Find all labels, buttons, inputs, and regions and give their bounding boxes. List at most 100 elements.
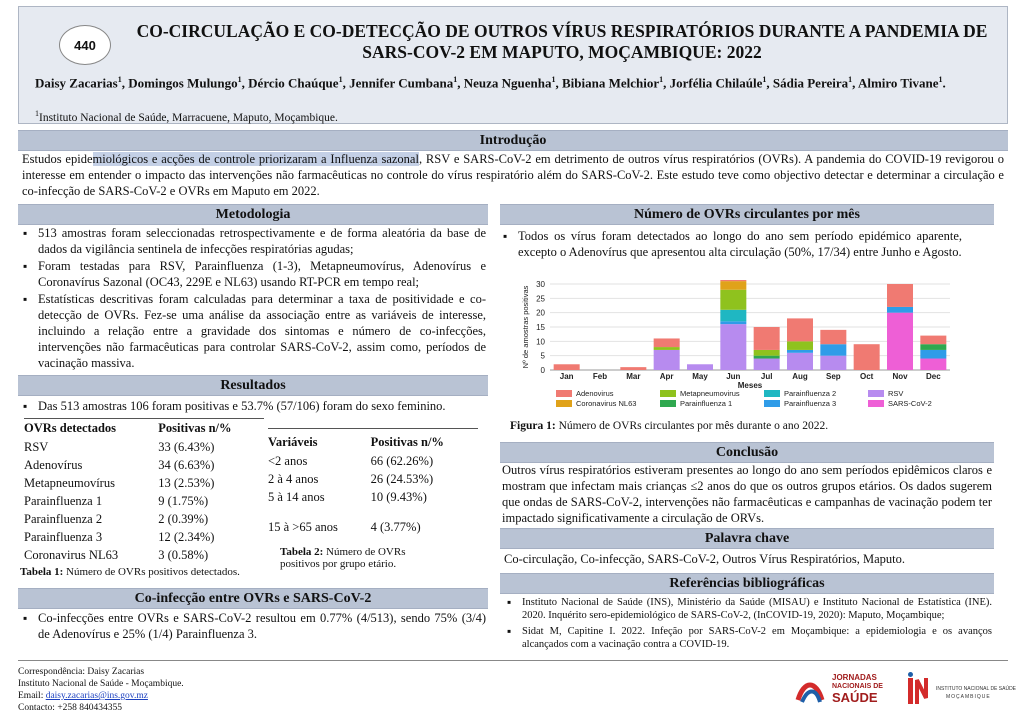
metodologia-heading: Metodologia: [18, 204, 488, 225]
ins-name: INSTITUTO NACIONAL DE SAÚDE: [936, 686, 1017, 692]
table-row: <2 anos 66 (62.26%): [268, 452, 478, 470]
ins-logo: INSTITUTO NACIONAL DE SAÚDE MOÇAMBIQUE: [906, 672, 1016, 712]
x-axis-label: Meses: [738, 381, 763, 390]
table1-body: RSV 33 (6.43%) Adenovírus 34 (6.63%) Metapne…: [24, 438, 264, 564]
author-affil-sup: 1: [453, 75, 458, 84]
author-affil-sup: 1: [237, 75, 242, 84]
x-tick-label: Apr: [660, 372, 674, 381]
author-name: Neuza Nguenha: [463, 75, 552, 91]
y-tick-label: 0: [541, 366, 546, 375]
footer-email-label: Email:: [18, 691, 46, 701]
legend-swatch: [556, 400, 572, 407]
bar-segment: [720, 309, 747, 322]
ins-mark-icon: [908, 672, 928, 704]
x-tick-label: Jul: [761, 372, 773, 381]
table1-caption-label: Tabela 1:: [20, 566, 64, 578]
table-cell-value: 13 (2.53%): [158, 475, 215, 490]
table2-caption-label: Tabela 2:: [280, 546, 324, 558]
footer-contact-number: Contacto: +258 840434355: [18, 703, 123, 713]
legend-label: Parainfluenza 3: [784, 399, 836, 408]
author-name: Daisy Zacarias: [35, 75, 118, 91]
legend-label: Metapneumovirus: [680, 389, 740, 398]
table1-header-positivas: Positivas n/%: [158, 421, 232, 435]
bar-segment: [653, 349, 680, 370]
author-name: Almiro Tivane: [857, 75, 939, 91]
x-tick-label: Feb: [593, 372, 607, 381]
bar-segment: [653, 338, 680, 348]
coinfeccao-text: Co-infecções entre OVRs e SARS-CoV-2 res…: [20, 610, 486, 642]
table2-caption: Tabela 2: Número de OVRs positivos por g…: [280, 546, 430, 570]
bar-segment: [887, 284, 913, 307]
y-tick-label: 5: [541, 352, 546, 361]
bar-segment: [753, 349, 780, 356]
y-tick-label: 15: [536, 323, 545, 332]
x-tick-label: Aug: [792, 372, 808, 381]
bar-segment: [753, 327, 780, 350]
bar-segment: [787, 349, 813, 353]
table-cell-value: 10 (9.43%): [370, 489, 427, 504]
bar-segment: [853, 344, 880, 370]
legend-swatch: [868, 390, 884, 397]
table-row: Adenovírus 34 (6.63%): [24, 456, 264, 474]
figure1-caption-label: Figura 1:: [510, 420, 556, 432]
y-tick-label: 20: [536, 309, 545, 318]
author-affil-sup: 1: [938, 75, 943, 84]
resultados-summary: Das 513 amostras 106 foram positivas e 5…: [20, 398, 486, 414]
table-ovrs: OVRs detectados Positivas n/% RSV 33 (6.4…: [24, 419, 264, 564]
metodologia-item: Estatísticas descritivas foram calculada…: [20, 291, 486, 371]
table-cell-label: Adenovírus: [24, 457, 83, 472]
footer-divider: [18, 660, 1008, 661]
table-cell-value: 66 (62.26%): [370, 453, 434, 468]
bar-segment: [820, 329, 847, 345]
table-cell-label: 15 à >65 anos: [268, 520, 338, 534]
author-list: Daisy Zacarias1, Domingos Mulungo1, Dérc…: [35, 75, 946, 91]
author-name: Domingos Mulungo: [128, 75, 238, 91]
legend-label: Adenovirus: [576, 389, 614, 398]
legend-swatch: [868, 400, 884, 407]
author-affil-sup: 1: [117, 75, 122, 84]
table-row: Coronavirus NL63 3 (0.58%): [24, 546, 264, 564]
footer-contact: Correspondência: Daisy Zacarias Institut…: [18, 666, 258, 714]
legend-label: Parainfluenza 2: [784, 389, 836, 398]
table-cell-label: Parainfluenza 1: [24, 493, 103, 508]
table-grupo-etario: Variáveis Positivas n/% <2 anos 66 (62.26…: [268, 429, 478, 537]
table-cell-label: <2 anos: [268, 453, 308, 468]
jornadas-logo: JORNADAS NACIONAIS DE SAÚDE: [790, 670, 900, 712]
intro-text-highlight: miológicos e acções de controle prioriza…: [92, 152, 419, 166]
table2-caption-text: Número de OVRs positivos por grupo etári…: [280, 546, 406, 570]
author-name: Jennifer Cumbana: [349, 75, 454, 91]
bar-segment: [820, 355, 847, 370]
figure1-caption: Figura 1: Número de OVRs circulantes por…: [510, 420, 990, 432]
bar-segment: [753, 358, 780, 370]
table-cell-label: 5 à 14 anos: [268, 489, 325, 504]
jornadas-line2: NACIONAIS DE: [832, 683, 883, 690]
resultados-summary-list: Das 513 amostras 106 foram positivas e 5…: [20, 398, 486, 415]
bar-segment: [887, 306, 913, 313]
table-row: 5 à 14 anos 10 (9.43%): [268, 488, 478, 506]
bar-segment: [787, 352, 813, 370]
bar-segment: [687, 364, 713, 370]
table-cell-value: 12 (2.34%): [158, 529, 215, 544]
poster-title: CO-CIRCULAÇÃO E CO-DETECÇÃO DE OUTROS VÍ…: [136, 21, 988, 62]
author-affil-sup: 1: [659, 75, 664, 84]
jornadas-mark-icon: [795, 682, 825, 703]
table-row: RSV 33 (6.43%): [24, 438, 264, 456]
bar-segment: [720, 321, 747, 325]
table-row: 2 à 4 anos 26 (24.53%): [268, 470, 478, 488]
x-tick-label: May: [692, 372, 708, 381]
legend-swatch: [660, 400, 676, 407]
x-tick-label: Oct: [860, 372, 874, 381]
table-row: Parainfluenza 1 9 (1.75%): [24, 492, 264, 510]
bar-segment: [920, 335, 947, 345]
bar-segment: [787, 318, 813, 342]
affiliation-sup: 1: [35, 109, 39, 118]
palavra-heading: Palavra chave: [500, 528, 994, 549]
table-row: 15 à >65 anos 4 (3.77%): [268, 506, 478, 537]
poster-number-badge: 440: [59, 25, 111, 65]
table-cell-value: 33 (6.43%): [158, 439, 215, 454]
bar-segment: [720, 324, 747, 370]
table-cell-label: Parainfluenza 3: [24, 529, 103, 544]
footer-email-link[interactable]: daisy.zacarias@ins.gov.mz: [45, 691, 148, 701]
references-list: Instituto Nacional de Saúde (INS), Minis…: [504, 596, 992, 654]
x-tick-label: Mar: [626, 372, 640, 381]
